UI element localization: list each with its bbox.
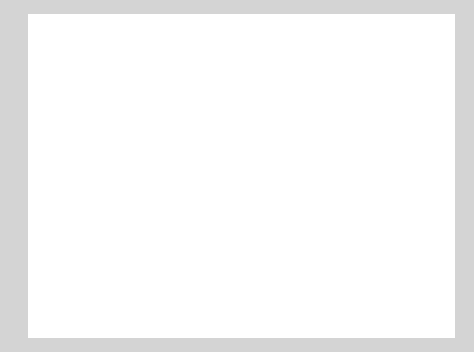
- Text: y = 103.1x + 0.087: y = 103.1x + 0.087: [219, 59, 342, 73]
- Y-axis label: Absorbance à760 nm: Absorbance à760 nm: [35, 97, 47, 223]
- X-axis label: Concentration d'acide gallique (mg/ml): Concentration d'acide gallique (mg/ml): [145, 314, 376, 327]
- Text: R² = 0.976: R² = 0.976: [219, 82, 287, 95]
- Point: [229, 159, 237, 165]
- Point: [88, 278, 96, 284]
- Point: [299, 110, 307, 115]
- Point: [201, 179, 208, 185]
- Point: [369, 61, 377, 66]
- Point: [144, 203, 152, 208]
- FancyBboxPatch shape: [24, 11, 459, 341]
